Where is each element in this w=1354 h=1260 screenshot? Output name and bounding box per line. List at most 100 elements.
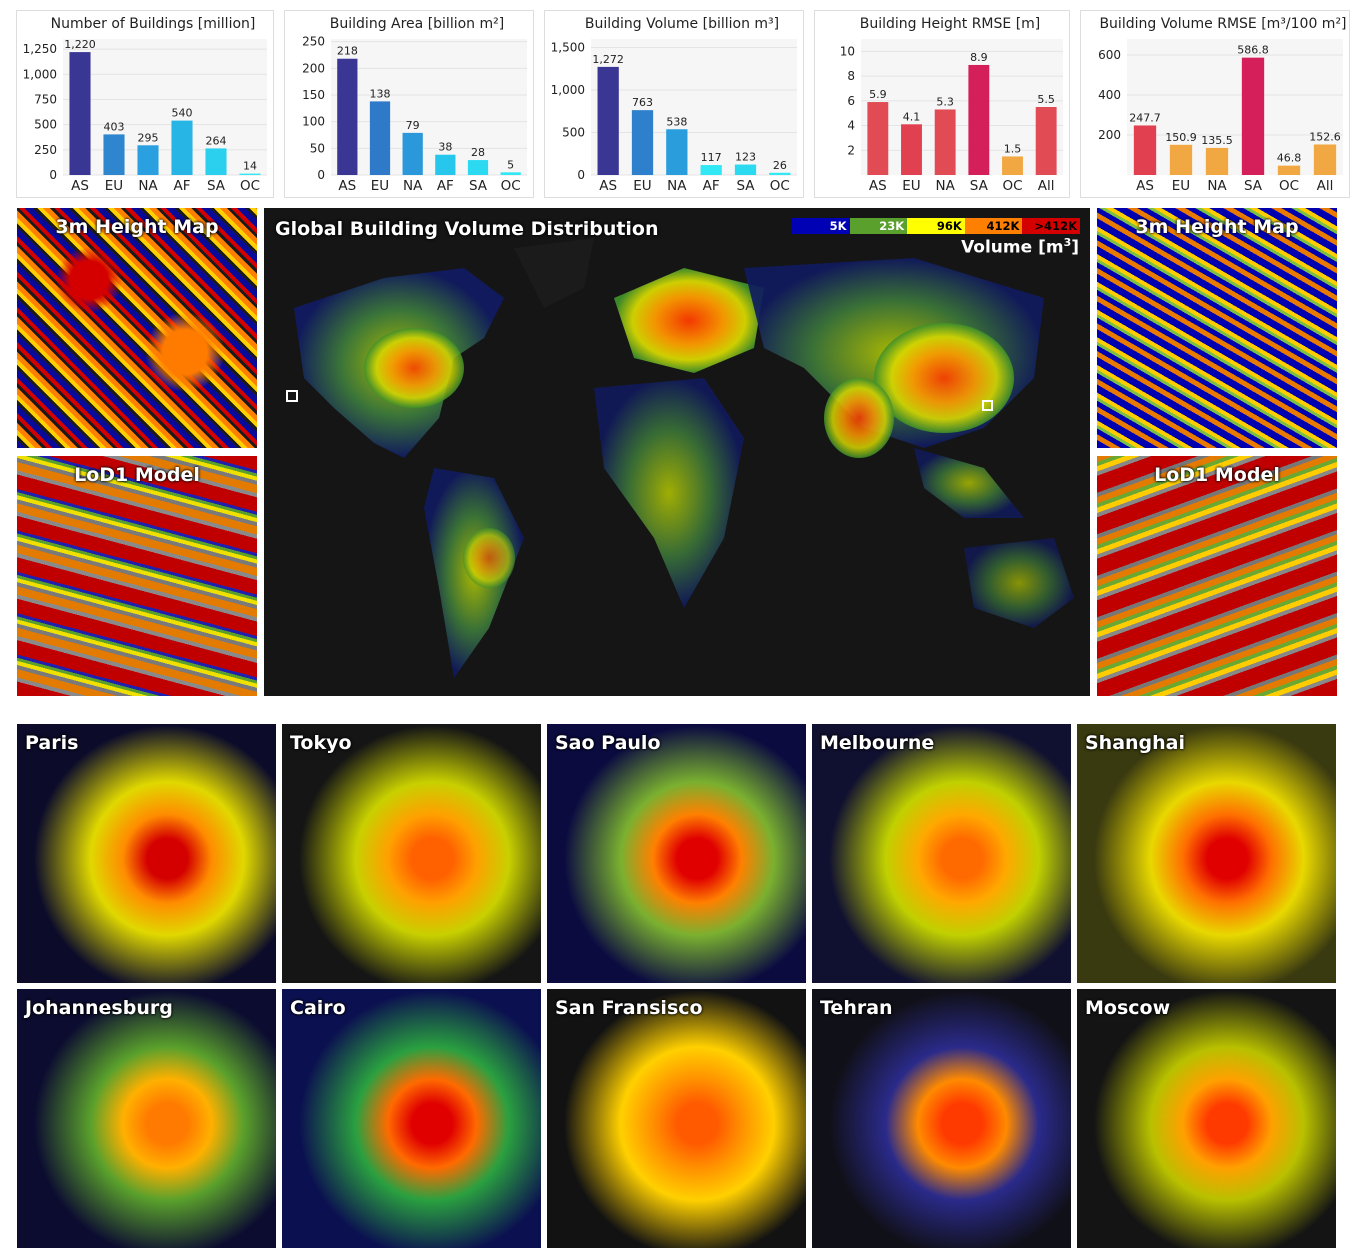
city-panel-san-fransisco: San Fransisco <box>547 989 806 1248</box>
x-tick-label: AF <box>173 178 190 194</box>
city-panel-shanghai: Shanghai <box>1077 724 1336 983</box>
x-tick-label: OC <box>770 178 790 194</box>
chart-title: Building Height RMSE [m] <box>860 16 1041 32</box>
data-label: 1,272 <box>592 53 624 66</box>
plot-area <box>591 39 797 175</box>
y-tick-label: 10 <box>840 44 855 58</box>
bar-eu <box>369 101 391 175</box>
bar-as <box>337 58 358 175</box>
europe-landmass <box>614 268 764 373</box>
city-panel-sao-paulo: Sao Paulo <box>547 724 806 983</box>
bar-sa <box>205 148 227 175</box>
bar-af <box>435 154 456 175</box>
data-label: 1,220 <box>64 38 96 51</box>
bar-all <box>1035 107 1057 175</box>
y-tick-label: 200 <box>302 61 325 75</box>
y-tick-label: 4 <box>847 119 855 133</box>
city-label: San Fransisco <box>555 997 703 1019</box>
chart-svg: Building Height RMSE [m] 2 4 6 8 10 5.9 AS 4.1 EU… <box>840 16 1063 194</box>
data-label: 403 <box>104 120 125 133</box>
y-tick-label: 150 <box>302 88 325 102</box>
africa-landmass <box>594 378 744 608</box>
x-tick-label: AS <box>599 178 617 194</box>
legend-title-sup: 3 <box>1063 236 1072 249</box>
y-tick-label: 200 <box>1098 128 1121 142</box>
chart-volume-rmse: Building Volume RMSE [m³/100 m²] 200 400 60… <box>1080 10 1350 198</box>
australia-landmass <box>964 538 1074 628</box>
data-label: 1.5 <box>1004 142 1022 155</box>
bar-eu <box>1169 144 1193 175</box>
y-tick-label: 0 <box>317 168 325 182</box>
left-lod1-model-panel: LoD1 Model <box>17 456 257 696</box>
x-tick-label: NA <box>403 178 423 194</box>
chart-number-of-buildings: Number of Buildings [million] 0 250 500 750 1… <box>16 10 274 198</box>
bar-oc <box>769 172 791 175</box>
y-tick-label: 1,000 <box>23 67 57 81</box>
x-tick-label: OC <box>240 178 260 194</box>
data-label: 5.9 <box>869 88 887 101</box>
plot-area <box>861 39 1063 175</box>
data-label: 5 <box>507 158 514 171</box>
x-tick-label: OC <box>501 178 521 194</box>
legend-segment: 5K <box>792 218 850 234</box>
x-tick-label: NA <box>138 178 158 194</box>
x-tick-label: SA <box>970 178 989 194</box>
data-label: 763 <box>632 96 653 109</box>
bar-na <box>137 145 159 175</box>
y-tick-label: 750 <box>34 92 57 106</box>
city-panel-cairo: Cairo <box>282 989 541 1248</box>
x-tick-label: NA <box>935 178 955 194</box>
panel-label: LoD1 Model <box>1154 464 1280 486</box>
data-label: 26 <box>773 159 787 172</box>
bar-na <box>402 132 423 175</box>
greenland-landmass <box>514 238 594 308</box>
data-label: 38 <box>438 141 452 154</box>
city-label: Paris <box>25 732 79 754</box>
legend-segment: 412K <box>964 218 1023 234</box>
x-tick-label: EU <box>1172 178 1190 194</box>
bar-na <box>934 109 956 175</box>
x-tick-label: AS <box>338 178 356 194</box>
bar-sa <box>467 160 489 175</box>
panel-label: 3m Height Map <box>1135 216 1299 238</box>
legend-title-end: ] <box>1071 237 1079 258</box>
data-label: 264 <box>206 134 227 147</box>
data-label: 295 <box>138 131 159 144</box>
legend-title-text: Volume [m <box>961 237 1064 258</box>
data-label: 8.9 <box>970 51 988 64</box>
chart-title: Building Area [billion m²] <box>330 16 504 32</box>
x-tick-label: AS <box>71 178 89 194</box>
y-tick-label: 8 <box>847 69 855 83</box>
chart-building-volume: Building Volume [billion m³] 0 500 1,000 1,5… <box>544 10 804 198</box>
data-label: 138 <box>370 87 391 100</box>
chart-title: Building Volume [billion m³] <box>585 16 779 32</box>
data-label: 218 <box>337 45 358 58</box>
data-label: 135.5 <box>1201 134 1233 147</box>
plot-area <box>331 39 527 175</box>
city-label: Cairo <box>290 997 346 1019</box>
bar-eu <box>103 134 125 175</box>
x-tick-label: All <box>1317 178 1334 194</box>
map-title: Global Building Volume Distribution <box>275 218 659 240</box>
bar-as <box>1133 125 1157 175</box>
y-tick-label: 400 <box>1098 88 1121 102</box>
bar-sa <box>1241 57 1265 175</box>
x-tick-label: NA <box>667 178 687 194</box>
locator-box-west <box>286 390 298 402</box>
data-label: 150.9 <box>1165 131 1197 144</box>
legend-segment: >412K <box>1022 218 1080 234</box>
panel-label: 3m Height Map <box>55 216 219 238</box>
city-panel-johannesburg: Johannesburg <box>17 989 276 1248</box>
y-tick-label: 600 <box>1098 48 1121 62</box>
panel-label: LoD1 Model <box>74 464 200 486</box>
data-label: 152.6 <box>1309 130 1341 143</box>
legend-segment: 23K <box>849 218 908 234</box>
left-height-map-panel: 3m Height Map <box>17 208 257 448</box>
bar-oc <box>239 173 261 175</box>
data-label: 540 <box>172 107 193 120</box>
city-panel-tehran: Tehran <box>812 989 1071 1248</box>
bar-all <box>1313 144 1337 175</box>
x-tick-label: SA <box>1244 178 1263 194</box>
city-panel-tokyo: Tokyo <box>282 724 541 983</box>
city-label: Sao Paulo <box>555 732 661 754</box>
